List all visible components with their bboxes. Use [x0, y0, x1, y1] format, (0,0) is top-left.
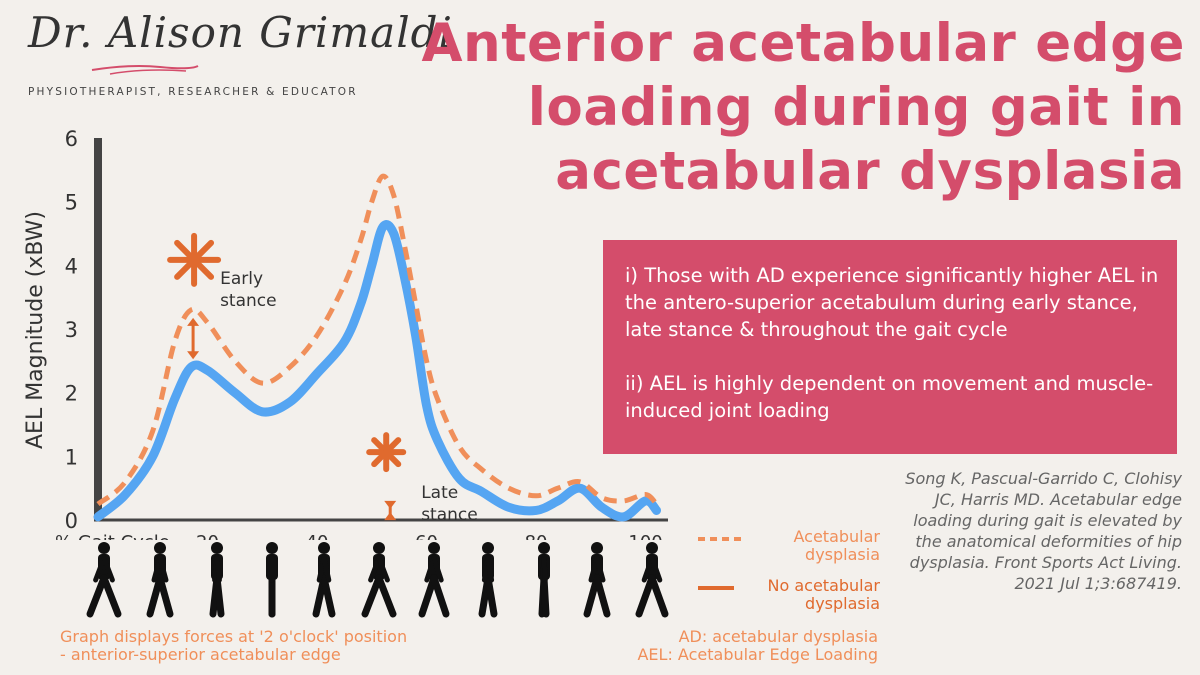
x-tick-label: 60 — [415, 532, 438, 540]
walking-figure-icon — [418, 542, 450, 618]
x-tick-label: 80 — [525, 532, 548, 540]
walking-figure-icon — [583, 542, 611, 618]
y-tick-label: 3 — [65, 318, 78, 342]
note-left: Graph displays forces at '2 o'clock' pos… — [60, 628, 407, 664]
note-left-line-1: Graph displays forces at '2 o'clock' pos… — [60, 627, 408, 646]
note-right-line-1: AD: acetabular dysplasia — [678, 627, 878, 646]
note-left-line-2: - anterior-superior acetabular edge — [60, 645, 341, 664]
early-stance-label: Early stance — [220, 269, 277, 311]
note-right-line-2: AEL: Acetabular Edge Loading — [637, 645, 878, 664]
walking-figures-strip — [86, 542, 669, 618]
finding-1: i) Those with AD experience significantl… — [625, 264, 1159, 341]
legend-label-ad: Acetabular dysplasia — [793, 527, 880, 564]
walking-figure-icon — [86, 542, 122, 618]
series-line-no-acetabular-dysplasia — [93, 220, 662, 522]
legend-swatch-dashed — [698, 537, 742, 541]
legend-swatch-solid — [698, 586, 734, 590]
y-tick-label: 5 — [65, 191, 78, 215]
walking-figure-icon — [635, 542, 669, 618]
brand-logo: Dr. Alison Grimaldi — [28, 8, 453, 57]
brand-tagline: PHYSIOTHERAPIST, RESEARCHER & EDUCATOR — [28, 86, 358, 98]
early-stance-asterisk-icon — [167, 232, 222, 287]
citation: Song K, Pascual-Garrido C, Clohisy JC, H… — [905, 469, 1182, 593]
late-stance-label: Late stance — [421, 483, 478, 525]
walking-figure-icon — [361, 542, 397, 618]
walking-figure-icon — [146, 542, 174, 618]
y-tick-label: 1 — [65, 445, 78, 469]
legend-label-no-ad: No acetabular dysplasia — [767, 576, 881, 613]
chart-axes: 0 1 2 3 4 5 6 20 40 60 80 100 % Gait Cycle — [55, 127, 668, 540]
y-axis-label: AEL Magnitude (xBW) — [23, 211, 48, 449]
logo-underline-mark — [91, 65, 199, 75]
walking-figure-icon — [538, 542, 550, 618]
walking-figure-icon — [478, 542, 498, 618]
late-stance-arrow — [384, 500, 397, 521]
note-right: AD: acetabular dysplasia AEL: Acetabular… — [560, 628, 878, 664]
walking-figure-icon — [312, 542, 336, 618]
y-tick-label: 6 — [65, 127, 78, 151]
chart-annotations: Early stance Late stance — [167, 232, 478, 525]
late-stance-asterisk-icon — [366, 432, 407, 473]
y-tick-label: 0 — [65, 509, 78, 533]
x-tick-label: 40 — [306, 532, 329, 540]
page-title: Anterior acetabular edge loading during … — [421, 13, 1185, 202]
series-line-acetabular-dysplasia — [96, 173, 659, 507]
x-axis-label: % Gait Cycle — [55, 532, 170, 540]
early-stance-arrow — [187, 317, 200, 360]
y-tick-label: 2 — [65, 382, 78, 406]
gait-chart: 0 1 2 3 4 5 6 20 40 60 80 100 % Gait Cycle Earlystan… — [23, 127, 668, 540]
x-tick-label: 20 — [196, 532, 219, 540]
walking-figure-icon — [209, 542, 225, 618]
chart-series-layer — [93, 173, 662, 522]
x-tick-label: 100 — [628, 532, 662, 540]
legend-item-no-ad: No acetabular dysplasia — [698, 576, 881, 613]
y-tick-label: 4 — [65, 254, 78, 278]
legend-item-ad: Acetabular dysplasia — [698, 527, 880, 564]
finding-2: ii) AEL is highly dependent on movement … — [625, 372, 1154, 422]
walking-figure-icon — [266, 542, 278, 618]
findings-box: i) Those with AD experience significantl… — [603, 240, 1177, 454]
